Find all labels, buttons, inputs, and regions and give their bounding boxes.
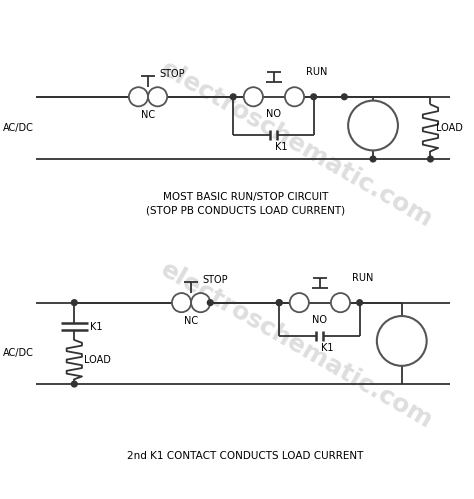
Circle shape (341, 94, 347, 100)
Circle shape (172, 293, 191, 312)
Text: AC/DC: AC/DC (3, 123, 34, 133)
Text: STOP: STOP (202, 274, 228, 284)
Circle shape (208, 300, 213, 305)
Circle shape (191, 293, 210, 312)
Text: K1: K1 (321, 343, 334, 353)
Text: MOST BASIC RUN/STOP CIRCUIT: MOST BASIC RUN/STOP CIRCUIT (163, 192, 328, 202)
Circle shape (357, 300, 363, 305)
Circle shape (276, 300, 282, 305)
Circle shape (285, 87, 304, 106)
Circle shape (244, 87, 263, 106)
Circle shape (428, 156, 433, 162)
Text: NC: NC (184, 316, 198, 326)
Text: RUN: RUN (352, 273, 374, 283)
Text: NC: NC (141, 110, 155, 120)
Text: K1: K1 (394, 334, 410, 347)
Text: K1: K1 (275, 142, 288, 152)
Text: LOAD: LOAD (436, 123, 463, 133)
Text: 2nd K1 CONTACT CONDUCTS LOAD CURRENT: 2nd K1 CONTACT CONDUCTS LOAD CURRENT (128, 451, 364, 461)
Text: AC/DC: AC/DC (3, 348, 34, 358)
Circle shape (370, 156, 376, 162)
Text: NO: NO (266, 109, 282, 119)
Circle shape (72, 300, 77, 305)
Text: K1: K1 (90, 321, 102, 331)
Circle shape (230, 94, 236, 100)
Text: (STOP PB CONDUCTS LOAD CURRENT): (STOP PB CONDUCTS LOAD CURRENT) (146, 206, 345, 216)
Text: K1: K1 (365, 119, 381, 132)
Text: electroschematic.com: electroschematic.com (156, 57, 437, 233)
Text: electroschematic.com: electroschematic.com (156, 258, 437, 434)
Circle shape (377, 316, 427, 366)
Text: LOAD: LOAD (84, 355, 111, 365)
Circle shape (331, 293, 350, 312)
Circle shape (148, 87, 167, 106)
Circle shape (348, 101, 398, 150)
Text: STOP: STOP (160, 69, 185, 79)
Text: RUN: RUN (306, 67, 328, 77)
Circle shape (276, 300, 282, 305)
Circle shape (129, 87, 148, 106)
Circle shape (290, 293, 309, 312)
Text: NO: NO (312, 315, 328, 325)
Circle shape (72, 381, 77, 387)
Circle shape (311, 94, 317, 100)
